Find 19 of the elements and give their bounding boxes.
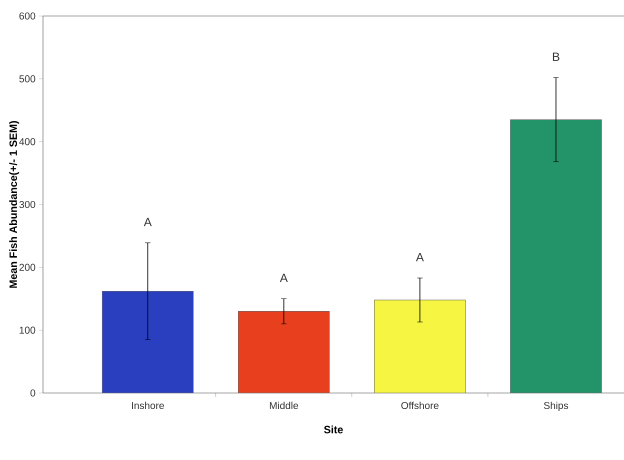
y-tick-label: 300 <box>19 200 36 208</box>
annotation: B <box>552 52 560 61</box>
x-tick-label: Ships <box>544 402 568 412</box>
y-tick-label: 400 <box>19 138 36 146</box>
annotation: A <box>280 274 288 282</box>
bar <box>102 290 194 393</box>
x-axis-title: Site <box>324 426 343 434</box>
x-tick-label: Inshore <box>132 402 164 410</box>
bar <box>510 119 602 393</box>
y-tick-label: 200 <box>19 264 36 271</box>
y-tick-label: 0 <box>30 389 36 397</box>
y-tick-label: 100 <box>20 326 36 334</box>
y-tick-label: 500 <box>19 75 36 82</box>
y-axis-title: Mean Fish Abundance(+/- 1 SEM) <box>9 121 20 288</box>
annotation: A <box>144 218 152 226</box>
x-tick-label: Middle <box>270 402 298 410</box>
x-tick-label: Offshore <box>401 402 439 410</box>
y-tick-label: 600 <box>19 12 36 20</box>
annotation: A <box>416 253 424 262</box>
